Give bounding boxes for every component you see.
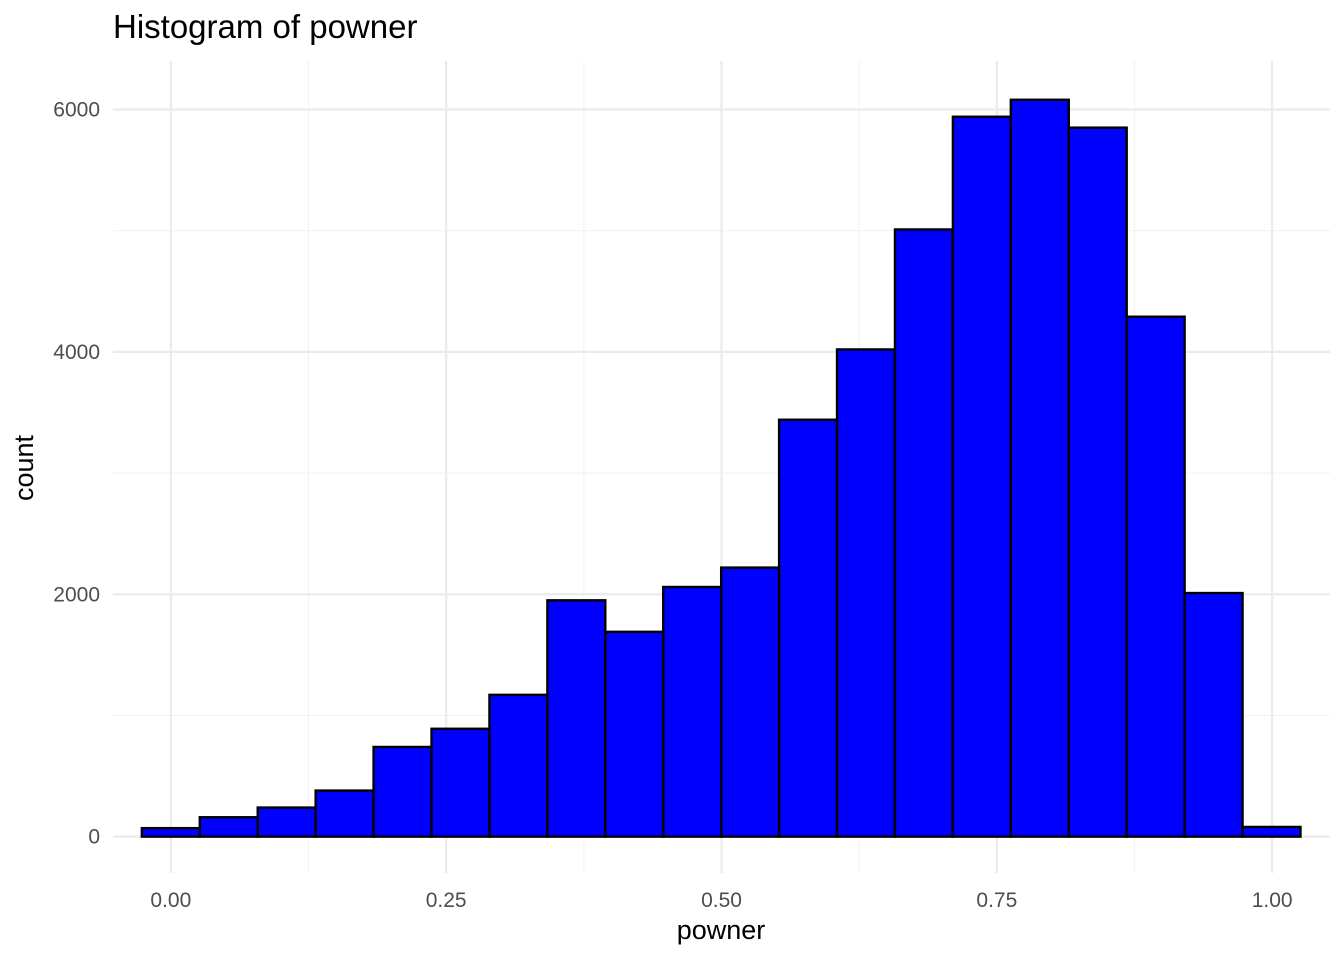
x-tick-label: 0.25 bbox=[426, 889, 467, 912]
histogram-bar bbox=[488, 693, 549, 838]
x-axis-title: powner bbox=[677, 915, 766, 945]
x-axis-ticks: 0.00 0.25 0.50 0.75 1.00 bbox=[150, 889, 1292, 912]
histogram-bar bbox=[604, 630, 665, 838]
y-axis-title: count bbox=[9, 434, 39, 501]
chart-title: Histogram of powner bbox=[113, 8, 417, 45]
histogram-bar bbox=[1183, 591, 1244, 838]
histogram-bar bbox=[835, 348, 897, 838]
x-tick-label: 0.00 bbox=[150, 889, 191, 912]
y-tick-label: 2000 bbox=[53, 583, 100, 606]
histogram-bar bbox=[546, 599, 607, 838]
y-tick-label: 6000 bbox=[53, 98, 100, 121]
histogram-bar bbox=[430, 727, 491, 838]
histogram-bar bbox=[893, 228, 955, 838]
histogram-bar bbox=[719, 566, 781, 838]
histogram-bar bbox=[198, 816, 259, 838]
y-tick-label: 4000 bbox=[53, 341, 100, 364]
histogram-bar bbox=[662, 585, 723, 838]
histogram-bars bbox=[140, 98, 1302, 838]
histogram-bar bbox=[1067, 126, 1128, 838]
x-tick-label: 0.75 bbox=[976, 889, 1017, 912]
histogram-bar bbox=[1125, 315, 1186, 838]
histogram-bar bbox=[372, 745, 433, 838]
histogram-bar bbox=[1009, 98, 1070, 838]
y-axis-ticks: 0 2000 4000 6000 bbox=[53, 98, 100, 848]
histogram-bar bbox=[951, 115, 1013, 838]
histogram-bar bbox=[1241, 825, 1302, 838]
histogram-bar bbox=[777, 418, 839, 838]
histogram-bar bbox=[140, 826, 201, 838]
x-tick-label: 1.00 bbox=[1252, 889, 1293, 912]
histogram-bar bbox=[256, 806, 317, 838]
y-tick-label: 0 bbox=[88, 826, 100, 849]
histogram-bar bbox=[314, 789, 375, 838]
x-tick-label: 0.50 bbox=[701, 889, 742, 912]
